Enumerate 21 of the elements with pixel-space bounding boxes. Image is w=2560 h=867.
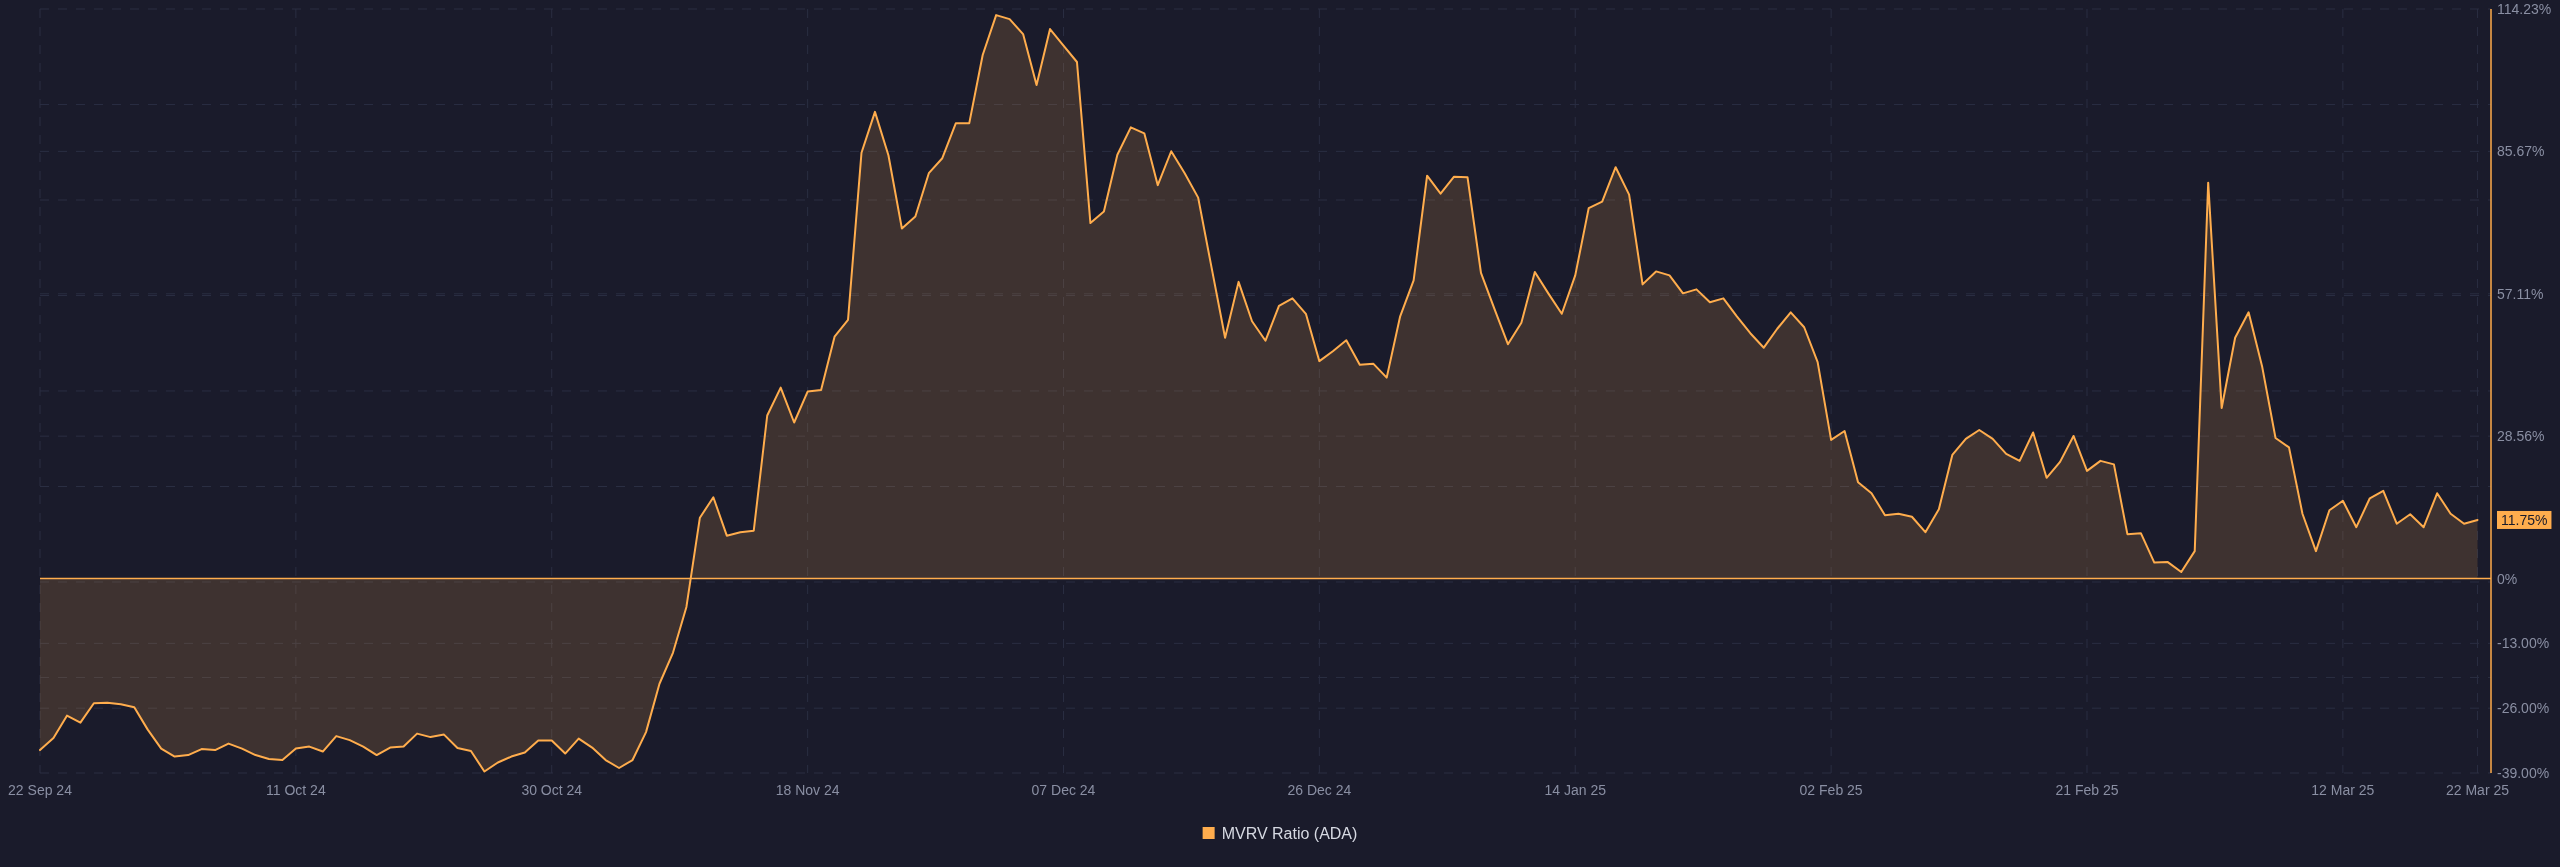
x-tick-label: 12 Mar 25 <box>2311 782 2375 798</box>
y-tick-label: -26.00% <box>2497 700 2550 717</box>
x-tick-label: 21 Feb 25 <box>2055 782 2119 798</box>
y-tick-label: 85.67% <box>2497 143 2545 160</box>
legend-label: MVRV Ratio (ADA) <box>1221 824 1358 842</box>
x-tick-label: 30 Oct 24 <box>521 782 583 798</box>
x-tick-label: 26 Dec 24 <box>1287 782 1352 798</box>
x-tick-label: 22 Sep 24 <box>8 782 73 798</box>
y-tick-label: 0% <box>2497 570 2518 587</box>
y-tick-label: 57.11% <box>2497 285 2544 302</box>
x-tick-label: 18 Nov 24 <box>775 782 840 798</box>
y-tick-label: 114.23% <box>2497 1 2552 17</box>
x-tick-label: 11 Oct 24 <box>266 782 326 798</box>
y-tick-label: -39.00% <box>2497 765 2550 781</box>
x-tick-label: 22 Mar 25 <box>2446 782 2510 798</box>
y-tick-label: -13.00% <box>2497 635 2550 652</box>
x-tick-label: 14 Jan 25 <box>1544 782 1607 798</box>
x-tick-label: 02 Feb 25 <box>1799 782 1863 798</box>
x-tick-label: 07 Dec 24 <box>1031 782 1096 798</box>
data-label: 11.75% <box>2501 511 2548 528</box>
y-tick-label: 28.56% <box>2497 428 2545 445</box>
